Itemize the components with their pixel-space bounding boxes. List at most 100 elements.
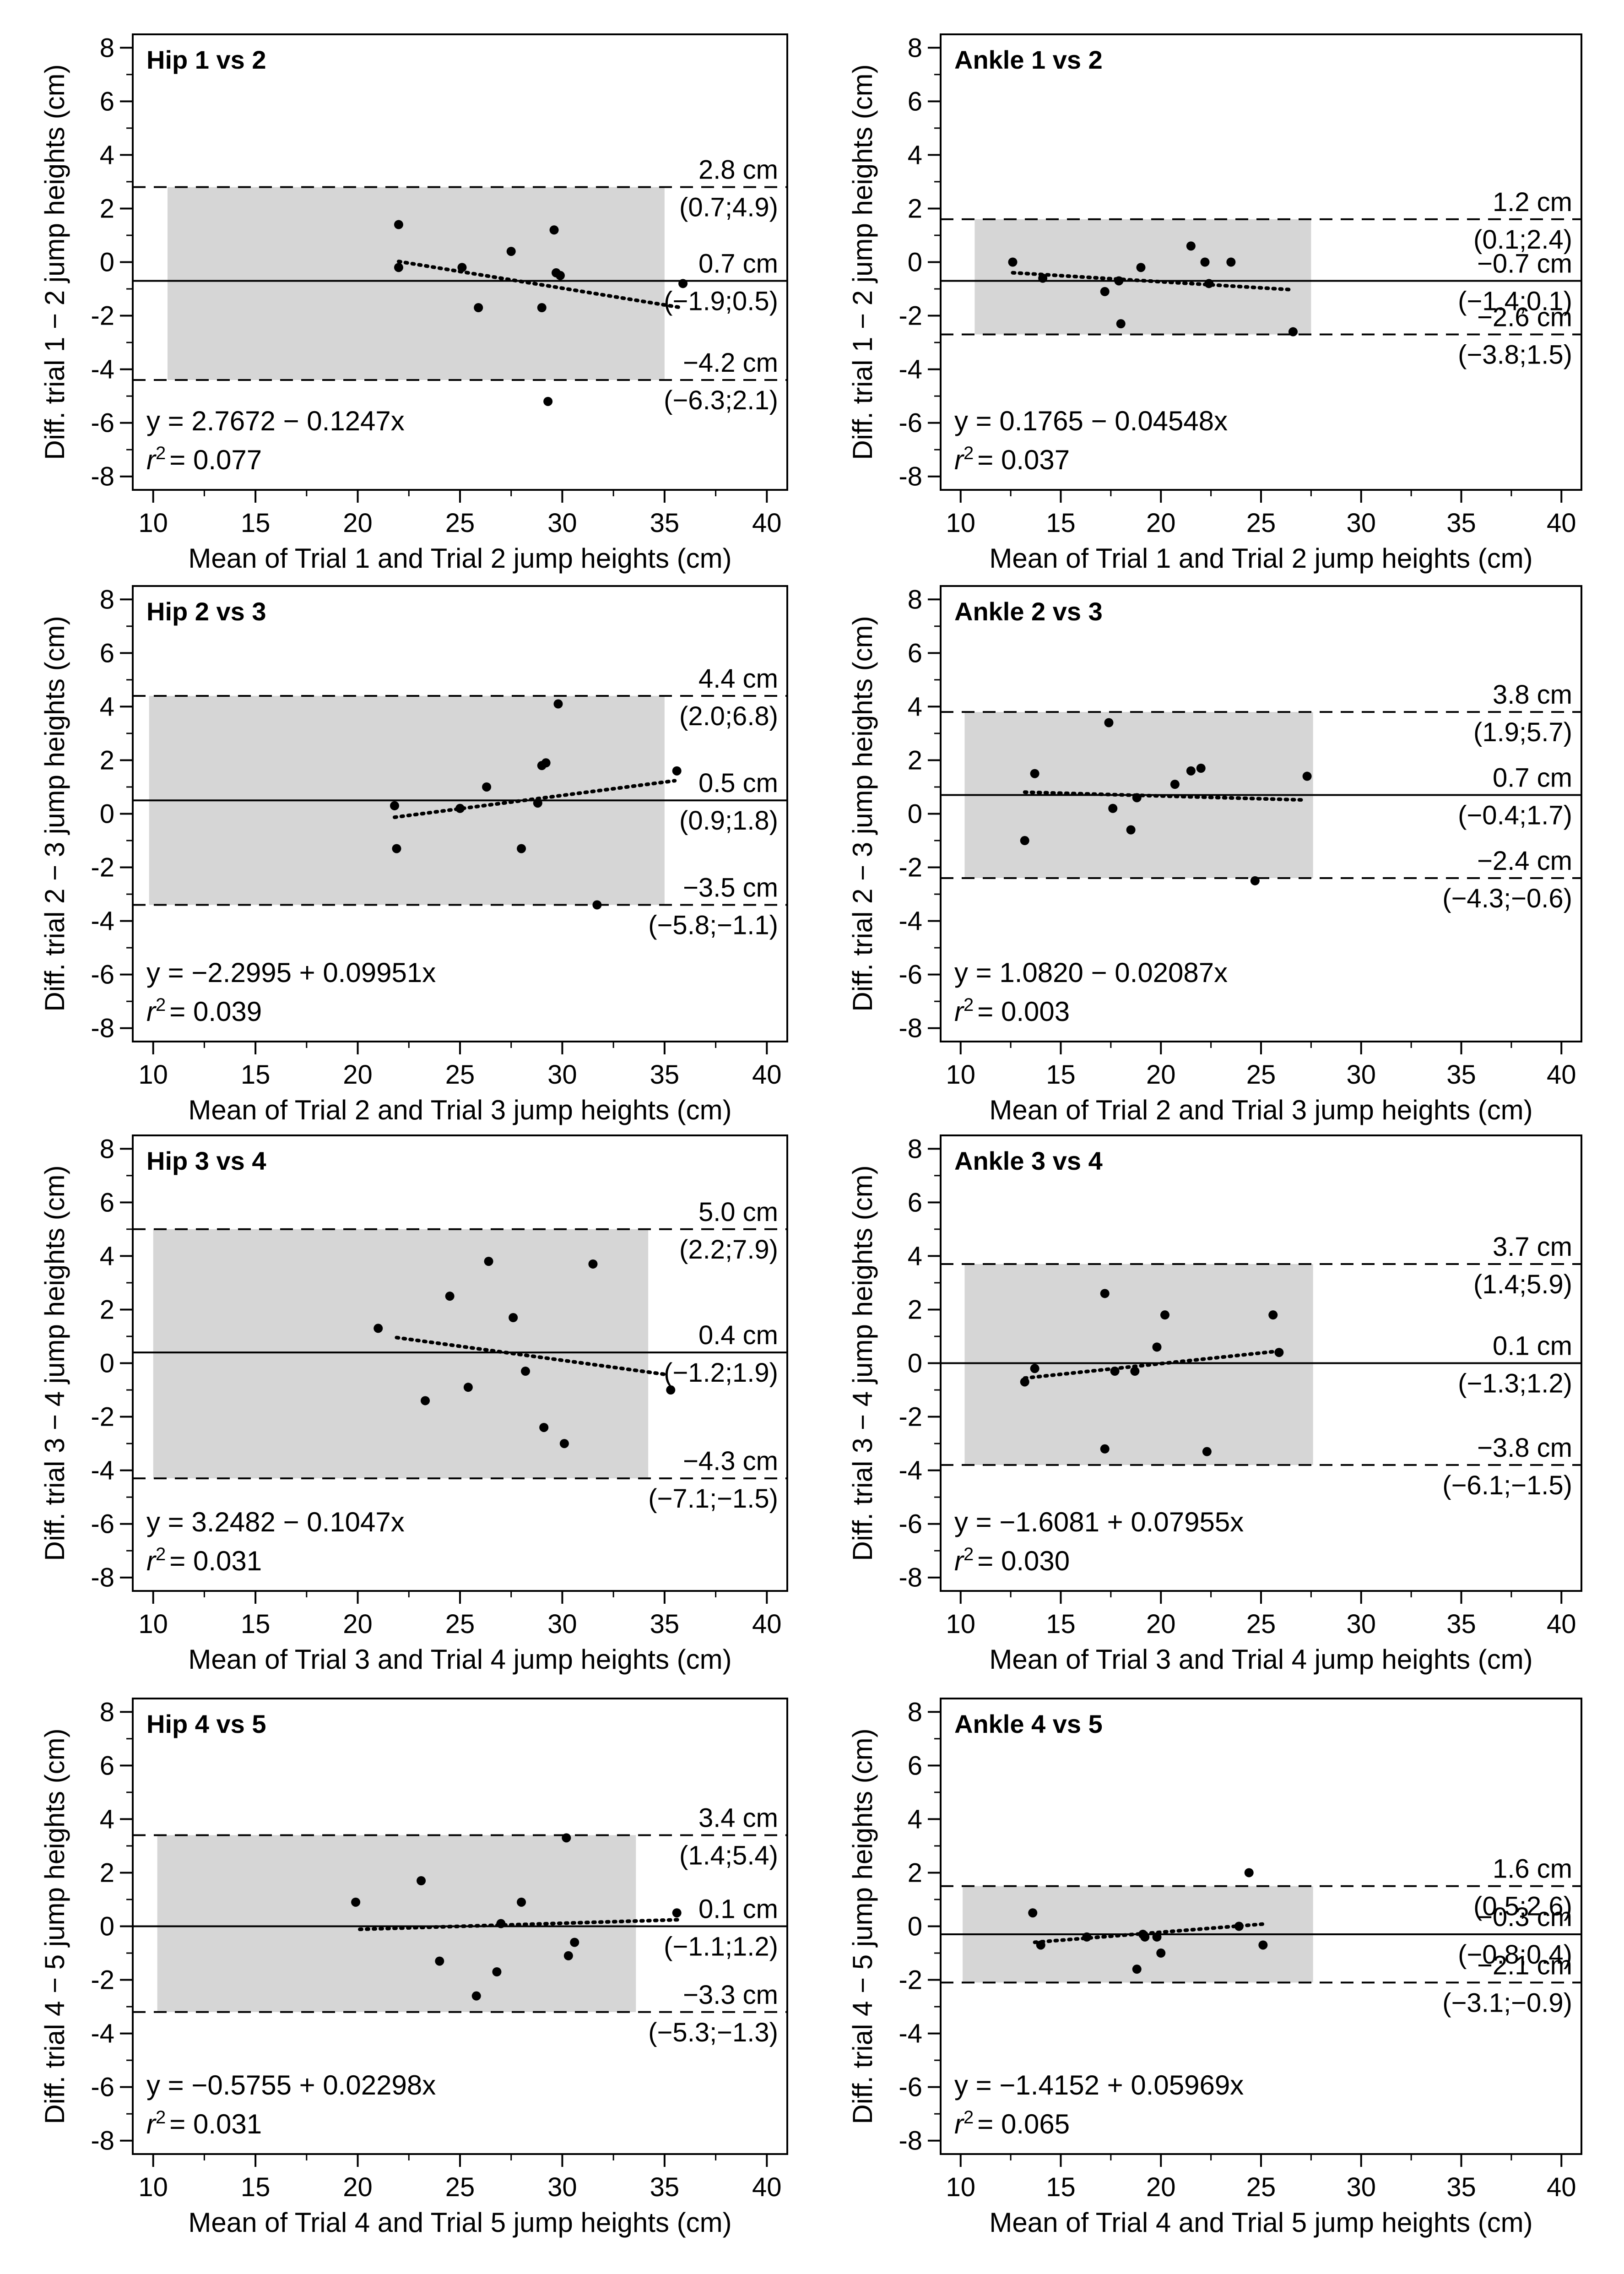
y-tick-label: 8 — [908, 585, 922, 614]
y-tick-label: -2 — [91, 1965, 114, 1995]
upper-loa-value: 2.8 cm — [698, 155, 778, 185]
x-tick-label: 10 — [138, 1060, 168, 1090]
y-tick-label: 0 — [100, 248, 114, 277]
x-tick-label: 15 — [241, 2172, 271, 2202]
x-tick-label: 20 — [343, 508, 373, 538]
x-tick-label: 15 — [241, 1060, 271, 1090]
x-tick-label: 25 — [1246, 508, 1276, 538]
data-point — [1100, 287, 1110, 296]
lower-loa-value: −3.3 cm — [683, 1980, 778, 2010]
data-point — [1186, 766, 1196, 776]
r-squared: r2 = 0.077 — [146, 443, 262, 475]
agreement-band — [153, 1229, 649, 1479]
y-tick-label: -2 — [899, 1402, 922, 1432]
r-squared: r2 = 0.003 — [954, 995, 1070, 1027]
lower-loa-value: −4.2 cm — [683, 348, 778, 378]
y-tick-label: 4 — [100, 140, 114, 170]
y-tick-label: 6 — [908, 638, 922, 668]
y-tick-label: -6 — [91, 1509, 114, 1539]
upper-loa-ci: (0.7;4.9) — [679, 193, 778, 223]
y-tick-label: 0 — [100, 1912, 114, 1942]
panel-title: Ankle 1 vs 2 — [954, 45, 1103, 74]
panel-title: Hip 2 vs 3 — [146, 597, 266, 626]
regression-line — [358, 1918, 683, 1932]
y-tick-label: 4 — [908, 1804, 922, 1834]
lower-loa-ci: (−3.1;−0.9) — [1442, 1988, 1572, 2018]
y-tick-label: -4 — [91, 355, 114, 385]
y-axis-title: Diff. trial 2 − 3 jump heights (cm) — [39, 616, 70, 1011]
lower-loa-ci: (−6.3;2.1) — [664, 385, 778, 415]
bias-ci: (−1.1;1.2) — [664, 1932, 778, 1962]
panel-3: -8 -6 -4 -2 0 2 4 6 8 10 15 20 25 30 35 40 Hip 2 vs 3 Mea… — [39, 585, 788, 1125]
x-tick-label: 20 — [343, 2172, 373, 2202]
data-point — [563, 1951, 573, 1960]
x-tick-label: 25 — [445, 1609, 475, 1639]
upper-loa-ci: (0.1;2.4) — [1473, 225, 1572, 255]
regression-line — [396, 260, 683, 309]
y-tick-label: -6 — [899, 408, 922, 438]
data-point — [351, 1897, 361, 1907]
x-tick-label: 40 — [1547, 508, 1576, 538]
x-tick-label: 30 — [547, 508, 577, 538]
bias-value: 0.4 cm — [698, 1320, 778, 1350]
regression-line — [395, 1335, 666, 1376]
panel-1: -8 -6 -4 -2 0 2 4 6 8 10 15 20 25 30 35 40 Hip 1 vs 2 Mea… — [39, 33, 788, 574]
lower-loa-value: −2.6 cm — [1477, 303, 1572, 332]
data-point — [509, 1313, 518, 1322]
x-tick-label: 15 — [241, 508, 271, 538]
y-tick-label: 6 — [908, 1188, 922, 1217]
y-tick-label: -4 — [899, 355, 922, 385]
x-tick-label: 35 — [650, 2172, 680, 2202]
x-tick-label: 25 — [1246, 1060, 1276, 1090]
data-point — [666, 1385, 676, 1395]
data-point — [1226, 257, 1236, 267]
panel-title: Ankle 3 vs 4 — [954, 1146, 1103, 1175]
data-point — [374, 1324, 383, 1333]
data-point — [1108, 803, 1118, 813]
y-tick-label: -2 — [899, 1965, 922, 1995]
y-tick-label: 4 — [100, 1241, 114, 1271]
data-point — [435, 1956, 444, 1966]
upper-loa-ci: (0.5;2.6) — [1473, 1892, 1572, 1921]
r-squared: r2 = 0.039 — [146, 995, 262, 1027]
y-tick-label: -8 — [899, 1014, 922, 1043]
x-tick-label: 20 — [1146, 1609, 1176, 1639]
bias-value: 0.7 cm — [698, 249, 778, 278]
data-point — [1100, 1289, 1110, 1298]
upper-loa-value: 1.6 cm — [1493, 1854, 1572, 1884]
data-point — [543, 396, 553, 406]
y-tick-label: 8 — [100, 1134, 114, 1164]
data-point — [457, 263, 467, 272]
data-point — [394, 263, 403, 272]
data-point — [1258, 1940, 1268, 1950]
panel-6: -8 -6 -4 -2 0 2 4 6 8 10 15 20 25 30 35 40 Ankle 3 vs 4 M… — [847, 1134, 1582, 1675]
x-tick-label: 15 — [1046, 2172, 1076, 2202]
upper-loa-value: 5.0 cm — [698, 1197, 778, 1227]
upper-loa-value: 1.2 cm — [1493, 187, 1572, 217]
panel-title: Hip 3 vs 4 — [146, 1146, 266, 1175]
x-tick-label: 40 — [752, 1060, 782, 1090]
lower-loa-value: −3.8 cm — [1477, 1433, 1572, 1463]
x-axis-title: Mean of Trial 4 and Trial 5 jump heights… — [188, 2207, 731, 2238]
x-tick-label: 40 — [752, 2172, 782, 2202]
x-tick-label: 30 — [1346, 508, 1376, 538]
upper-loa-value: 3.7 cm — [1493, 1232, 1572, 1262]
x-tick-label: 10 — [138, 2172, 168, 2202]
data-point — [421, 1396, 430, 1406]
panel-title: Hip 4 vs 5 — [146, 1710, 266, 1738]
agreement-band — [167, 187, 665, 380]
x-tick-label: 20 — [1146, 1060, 1176, 1090]
y-tick-label: 2 — [908, 745, 922, 775]
lower-loa-ci: (−4.3;−0.6) — [1442, 884, 1572, 913]
y-tick-label: -6 — [899, 2073, 922, 2102]
y-tick-label: 0 — [908, 799, 922, 829]
y-tick-label: 8 — [908, 1697, 922, 1727]
data-point — [482, 782, 492, 792]
y-axis-title: Diff. trial 1 − 2 jump heights (cm) — [39, 64, 70, 460]
y-tick-label: -8 — [91, 462, 114, 492]
data-point — [1038, 273, 1048, 283]
data-point — [1234, 1921, 1244, 1931]
y-tick-label: -4 — [899, 2019, 922, 2049]
regression-equation: y = −0.5755 + 0.02298x — [146, 2070, 436, 2100]
x-axis-title: Mean of Trial 3 and Trial 4 jump heights… — [989, 1644, 1532, 1675]
